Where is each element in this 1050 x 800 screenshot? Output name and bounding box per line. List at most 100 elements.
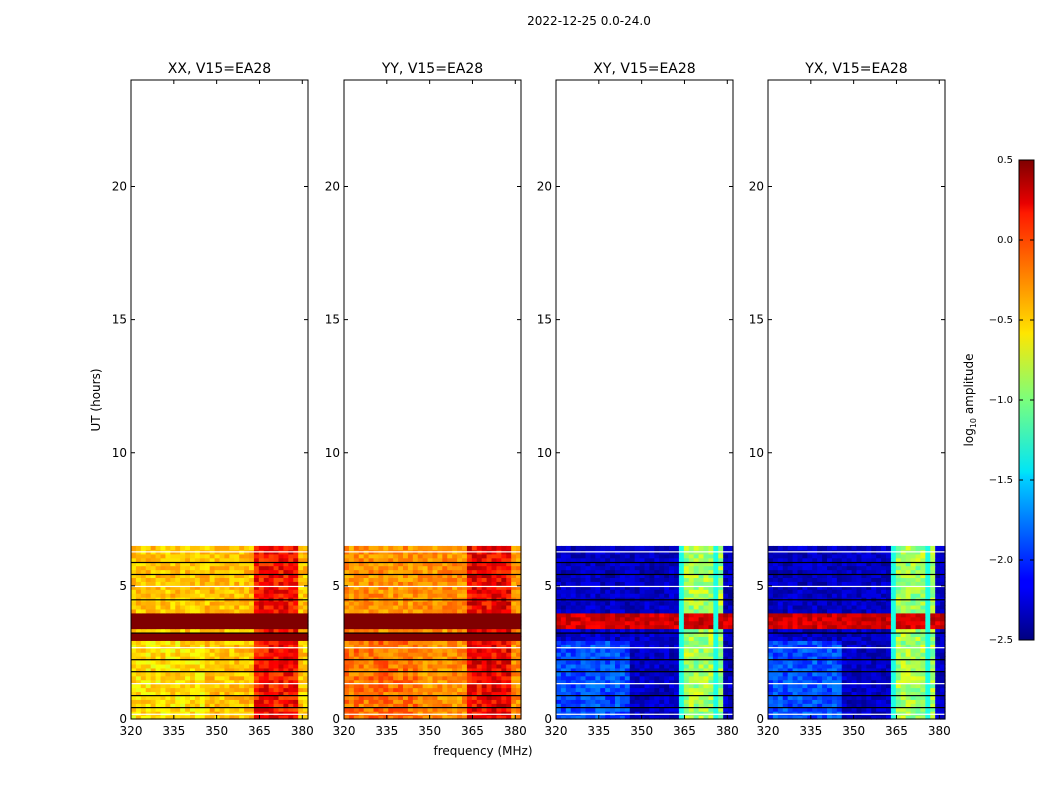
y-tick-label: 15 — [749, 313, 764, 327]
axes-frame — [555, 79, 734, 720]
colorbar-label-rest: amplitude — [962, 354, 976, 418]
colorbar-tick-label: −2.5 — [989, 635, 1013, 646]
panel-3: XY, V15=EA28 320 335 350 365 380 0 5 10 15 20 — [537, 61, 739, 738]
flag-line — [556, 683, 733, 685]
flag-line — [768, 713, 945, 715]
x-tick-label: 365 — [673, 724, 696, 738]
y-tick-label: 10 — [537, 446, 552, 460]
panel-title: XX, V15=EA28 — [168, 61, 271, 77]
x-tick-label: 320 — [120, 724, 143, 738]
flag-line — [556, 551, 733, 553]
flag-line — [131, 713, 308, 715]
flag-line — [131, 585, 308, 588]
y-tick-label: 0 — [544, 712, 552, 726]
flag-line — [556, 599, 733, 601]
flag-line — [768, 585, 945, 588]
flag-line — [344, 561, 521, 564]
flag-line — [768, 683, 945, 685]
flag-line — [344, 695, 521, 697]
colorbar-tick-label: −1.5 — [989, 475, 1013, 486]
flag-line — [131, 573, 308, 576]
flag-line — [344, 647, 521, 649]
colorbar-tick-label: −1.0 — [989, 395, 1013, 406]
flag-line — [344, 707, 521, 709]
x-tick-label: 350 — [630, 724, 653, 738]
flag-line — [131, 671, 308, 673]
heatmap-cells — [556, 545, 734, 720]
flag-line — [556, 585, 733, 588]
flag-line — [556, 671, 733, 673]
flag-line — [344, 632, 521, 634]
colorbar-tick-label: 0.5 — [997, 155, 1013, 166]
flag-line — [556, 713, 733, 715]
x-tick-label: 350 — [418, 724, 441, 738]
y-tick-label: 10 — [325, 446, 340, 460]
colorbar-label-base: log — [962, 428, 976, 446]
y-tick-label: 20 — [112, 180, 127, 194]
axes-frame — [343, 79, 522, 720]
y-tick-label: 5 — [544, 579, 552, 593]
heatmap-cells — [768, 545, 946, 720]
flag-line — [344, 599, 521, 601]
flag-line — [131, 632, 308, 634]
y-tick-label: 5 — [756, 579, 764, 593]
flagged-rows — [768, 551, 945, 715]
flag-line — [556, 632, 733, 634]
x-tick-label: 380 — [928, 724, 951, 738]
x-tick-label: 380 — [716, 724, 739, 738]
x-tick-label: 320 — [333, 724, 356, 738]
y-tick-label: 20 — [537, 180, 552, 194]
flag-line — [131, 599, 308, 601]
colorbar-tick-label: −2.0 — [989, 555, 1013, 566]
flagged-rows — [556, 551, 733, 715]
y-tick-label: 5 — [332, 579, 340, 593]
panel-title: XY, V15=EA28 — [593, 61, 695, 77]
x-axis-label: frequency (MHz) — [433, 744, 532, 758]
axes-frame — [767, 79, 946, 720]
flag-line — [344, 683, 521, 685]
flag-line — [344, 551, 521, 553]
flag-line — [131, 683, 308, 685]
flag-line — [768, 647, 945, 649]
x-tick-label: 320 — [757, 724, 780, 738]
flag-line — [768, 671, 945, 673]
flag-line — [556, 695, 733, 697]
panel-title: YY, V15=EA28 — [381, 61, 483, 77]
panel-title: YX, V15=EA28 — [804, 61, 907, 77]
y-tick-label: 5 — [119, 579, 127, 593]
panel-1: XX, V15=EA28 320 335 350 365 380 0 5 10 15 20 — [112, 61, 314, 738]
heatmap-cells — [344, 545, 522, 720]
x-tick-label: 365 — [885, 724, 908, 738]
x-tick-label: 335 — [162, 724, 185, 738]
y-tick-label: 0 — [756, 712, 764, 726]
x-tick-label: 350 — [205, 724, 228, 738]
x-tick-label: 365 — [461, 724, 484, 738]
panel-2: YY, V15=EA28 320 335 350 365 380 0 5 10 15 20 — [325, 61, 527, 738]
colorbar-tick-label: −0.5 — [989, 315, 1013, 326]
colorbar-label: log10 amplitude — [962, 354, 978, 447]
flagged-rows — [131, 551, 308, 715]
flag-line — [768, 599, 945, 601]
y-tick-label: 0 — [119, 712, 127, 726]
x-tick-label: 380 — [504, 724, 527, 738]
flag-line — [768, 561, 945, 564]
y-tick-label: 0 — [332, 712, 340, 726]
y-tick-label: 15 — [325, 313, 340, 327]
flag-line — [768, 632, 945, 634]
x-tick-label: 335 — [799, 724, 822, 738]
flag-line — [344, 573, 521, 576]
y-tick-label: 20 — [749, 180, 764, 194]
flag-line — [131, 695, 308, 697]
x-tick-label: 335 — [587, 724, 610, 738]
panel-4: YX, V15=EA28 320 335 350 365 380 0 5 10 15 20 — [749, 61, 951, 738]
x-tick-label: 335 — [375, 724, 398, 738]
flag-line — [768, 707, 945, 709]
flag-line — [768, 551, 945, 553]
colorbar-tick-label: 0.0 — [997, 235, 1013, 246]
x-tick-label: 365 — [248, 724, 271, 738]
flag-line — [768, 659, 945, 661]
flag-line — [768, 573, 945, 576]
figure-title: 2022-12-25 0.0-24.0 — [527, 14, 651, 28]
colorbar: 0.5 0.0 −0.5 −1.0 −1.5 −2.0 −2.5 log10 amplitu… — [962, 155, 1035, 646]
